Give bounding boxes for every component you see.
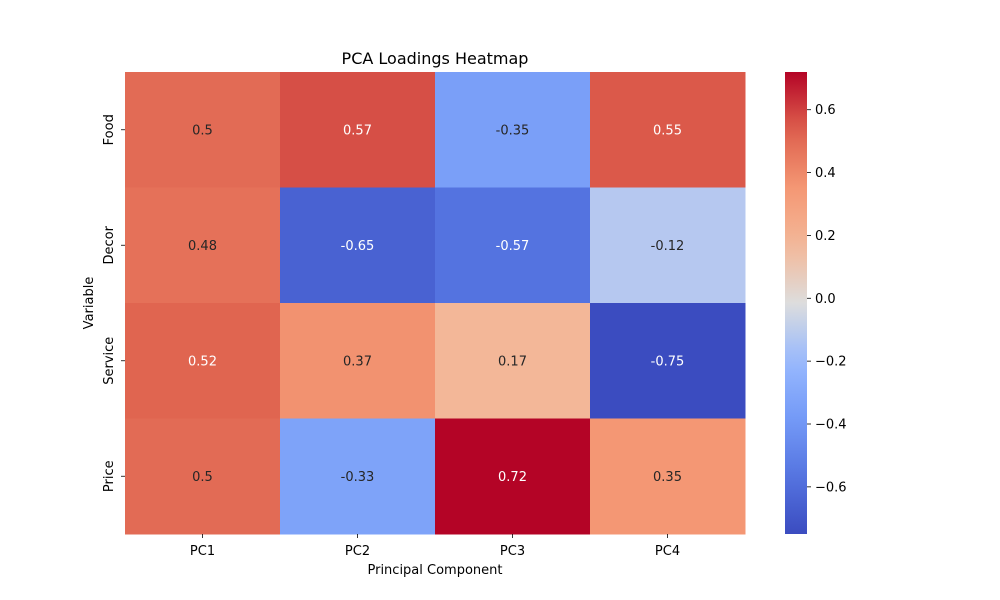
heatmap-cell	[280, 418, 436, 535]
cell-value-label: -0.75	[651, 354, 685, 369]
x-tick-label: PC4	[655, 544, 680, 559]
heatmap-cell	[435, 303, 591, 419]
heatmap-cell	[280, 72, 436, 188]
heatmap-cell	[280, 187, 436, 304]
heatmap-cell	[590, 418, 746, 535]
heatmap-cell	[435, 72, 591, 188]
cell-value-label: -0.35	[496, 123, 530, 138]
cell-value-label: 0.17	[498, 354, 527, 369]
cell-value-label: 0.5	[192, 470, 213, 485]
cell-value-label: 0.37	[343, 354, 372, 369]
heatmap-cell	[590, 187, 746, 304]
heatmap-cell	[125, 303, 281, 419]
heatmap-cell	[435, 418, 591, 535]
heatmap-cells: 0.5 0.57 -0.35 0.55 0.48 -0.65 -0.57 -0.12 0.52 0…	[125, 72, 746, 535]
y-axis-label: Variable	[82, 277, 97, 330]
cell-value-label: 0.57	[343, 123, 372, 138]
cell-value-label: 0.72	[498, 470, 527, 485]
y-tick-label: Decor	[102, 225, 117, 264]
heatmap-cell	[590, 303, 746, 419]
x-axis: PC1 PC2 PC3 PC4	[190, 534, 680, 559]
cell-value-label: -0.65	[341, 239, 375, 254]
colorbar-tick-label: 0.0	[815, 292, 836, 307]
y-tick-label: Food	[102, 114, 117, 145]
heatmap-cell	[590, 72, 746, 188]
colorbar-axis: 0.6 0.4 0.2 0.0 −0.2 −0.4 −0.6	[807, 103, 847, 495]
heatmap-cell	[125, 72, 281, 188]
cell-value-label: 0.5	[192, 123, 213, 138]
heatmap-cell	[125, 187, 281, 304]
colorbar-tick-label: −0.4	[815, 418, 847, 433]
cell-value-label: -0.33	[341, 470, 375, 485]
x-tick-label: PC2	[345, 544, 370, 559]
cell-value-label: -0.12	[651, 239, 685, 254]
cell-value-label: 0.48	[188, 239, 217, 254]
cell-value-label: 0.52	[188, 354, 217, 369]
y-tick-label: Price	[102, 460, 117, 492]
colorbar-tick-label: 0.4	[815, 166, 836, 181]
colorbar	[785, 72, 807, 534]
heatmap-cell	[435, 187, 591, 304]
cell-value-label: 0.55	[653, 123, 682, 138]
heatmap-cell	[280, 303, 436, 419]
heatmap-cell	[125, 418, 281, 535]
cell-value-label: -0.57	[496, 239, 530, 254]
colorbar-tick-label: −0.6	[815, 480, 847, 495]
x-tick-label: PC3	[500, 544, 525, 559]
colorbar-tick-label: 0.2	[815, 229, 836, 244]
colorbar-tick-label: 0.6	[815, 103, 836, 118]
y-tick-label: Service	[102, 337, 117, 385]
x-axis-label: Principal Component	[367, 563, 502, 578]
x-tick-label: PC1	[190, 544, 215, 559]
chart-title: PCA Loadings Heatmap	[342, 49, 529, 68]
y-axis: Food Decor Service Price	[102, 114, 125, 492]
cell-value-label: 0.35	[653, 470, 682, 485]
colorbar-tick-label: −0.2	[815, 355, 847, 370]
